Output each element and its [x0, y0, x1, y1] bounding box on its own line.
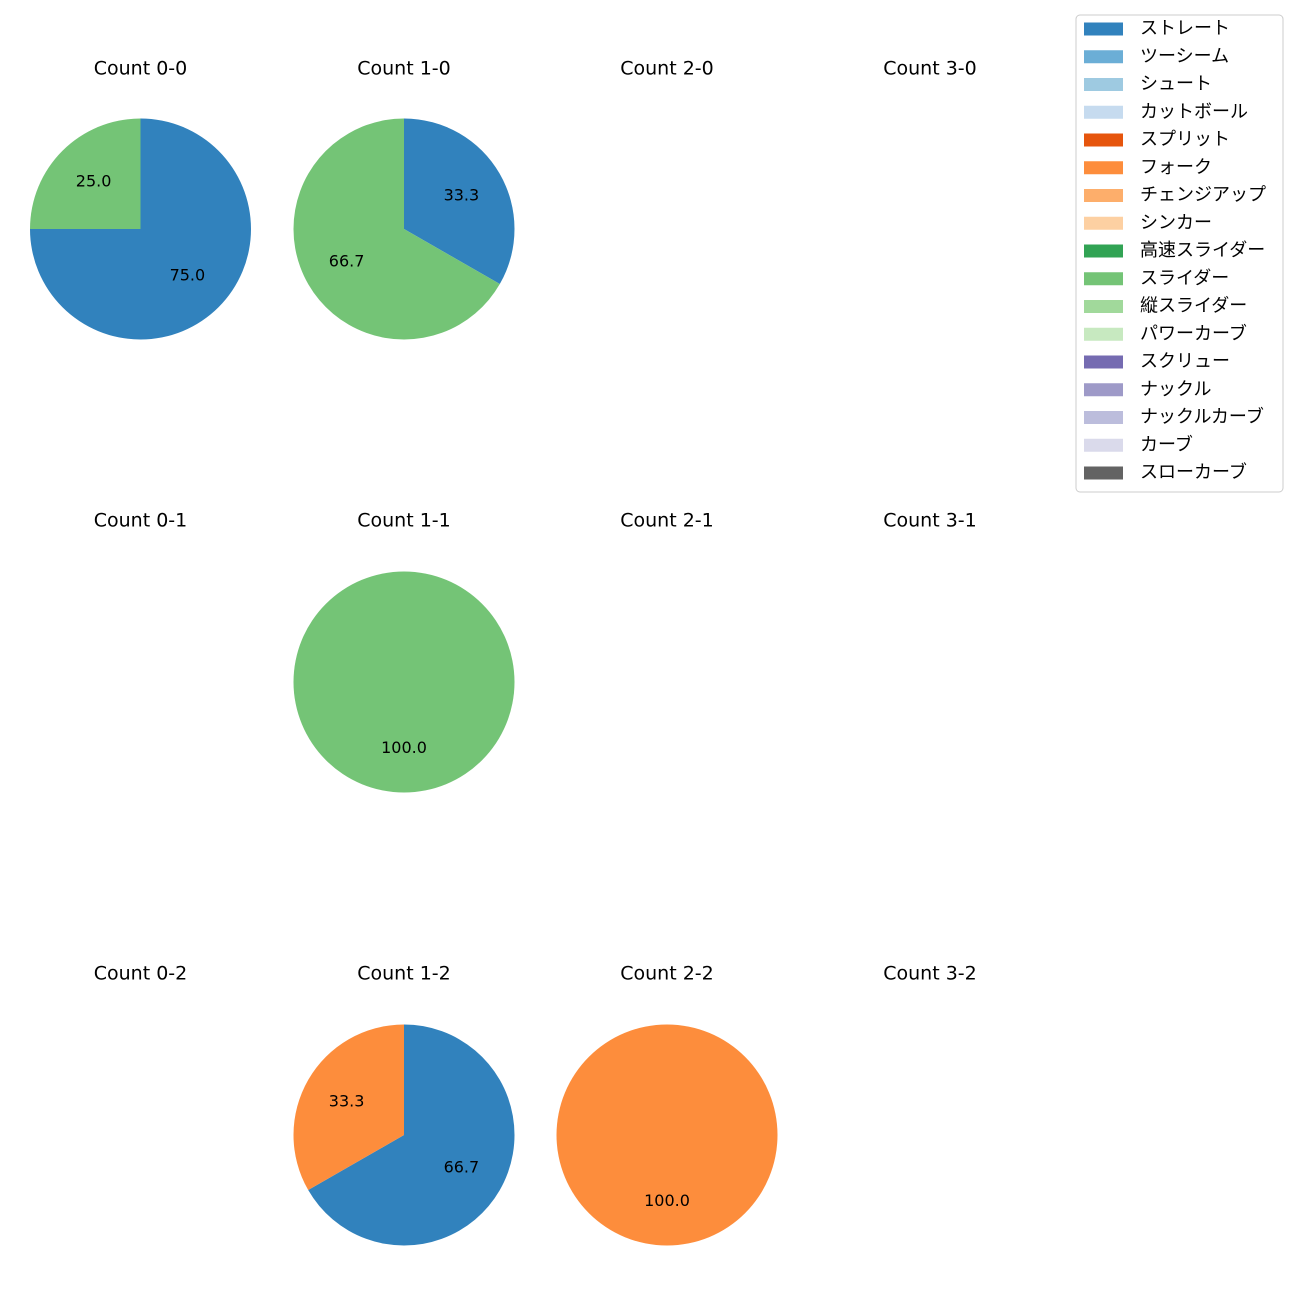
- pie-panel: Count 2-1: [620, 510, 714, 532]
- legend-swatch: [1084, 216, 1123, 230]
- panel-title: Count 0-1: [94, 510, 188, 532]
- legend-swatch: [1084, 272, 1123, 286]
- legend-label: ナックル: [1140, 379, 1211, 400]
- pie-slice: [404, 118, 515, 285]
- slice-label: 100.0: [644, 1191, 690, 1210]
- pie-panel: Count 0-0 75.0 25.0: [30, 58, 251, 340]
- pie-panel: Count 3-0: [883, 58, 977, 80]
- pie-panel: Count 1-2 66.7 33.3: [293, 963, 515, 1246]
- legend-swatch: [1084, 355, 1123, 369]
- pie-panel: Count 1-1 100.0: [293, 510, 515, 793]
- legend-item: スクリュー: [1084, 351, 1230, 372]
- legend-swatch: [1084, 189, 1123, 202]
- pie-panel: Count 3-1: [883, 510, 977, 532]
- legend-label: シンカー: [1140, 212, 1212, 233]
- legend-label: スプリット: [1140, 129, 1230, 150]
- legend-item: スライダー: [1084, 268, 1229, 289]
- panel-title: Count 1-0: [357, 58, 451, 80]
- legend-item: フォーク: [1084, 157, 1212, 178]
- legend-item: カーブ: [1084, 433, 1193, 455]
- legend-label: スクリュー: [1140, 351, 1230, 372]
- slice-label: 75.0: [170, 265, 206, 284]
- panel-title: Count 2-2: [620, 963, 714, 985]
- slice-label: 25.0: [76, 172, 112, 191]
- legend-item: チェンジアップ: [1084, 185, 1266, 206]
- slice-label: 100.0: [381, 738, 427, 757]
- legend-item: スローカーブ: [1084, 461, 1247, 483]
- legend-swatch: [1084, 161, 1123, 175]
- slice-label: 66.7: [444, 1158, 480, 1177]
- legend-label: シュート: [1140, 74, 1212, 95]
- legend-label: 縦スライダー: [1140, 296, 1247, 317]
- legend-item: スプリット: [1084, 129, 1230, 150]
- legend-label: カーブ: [1140, 433, 1193, 455]
- legend-item: ツーシーム: [1084, 46, 1229, 67]
- panel-title: Count 2-0: [620, 58, 714, 80]
- legend-item: ナックルカーブ: [1084, 406, 1264, 428]
- panel-title: Count 3-1: [883, 510, 977, 532]
- panel-title: Count 3-0: [883, 58, 977, 80]
- legend-item: ナックル: [1084, 379, 1211, 400]
- pie-panel: Count 0-1: [94, 510, 188, 532]
- legend-swatch: [1084, 411, 1123, 424]
- legend-swatch: [1084, 327, 1123, 341]
- pie-panel: Count 2-0: [620, 58, 714, 80]
- legend-item: シュート: [1084, 74, 1212, 95]
- legend-label: パワーカーブ: [1140, 322, 1247, 344]
- pie-slice: [30, 118, 141, 229]
- legend-label: スローカーブ: [1140, 461, 1247, 483]
- legend-label: ストレート: [1140, 18, 1230, 39]
- legend-label: ナックルカーブ: [1140, 406, 1264, 428]
- legend-label: 高速スライダー: [1140, 240, 1265, 261]
- legend-item: シンカー: [1084, 212, 1212, 233]
- legend-label: ツーシーム: [1140, 46, 1229, 67]
- pie-panel: Count 0-2: [94, 963, 188, 985]
- slice-label: 66.7: [329, 252, 365, 271]
- legend-item: 縦スライダー: [1084, 296, 1247, 317]
- pie-panel: Count 1-0 33.3 66.7: [293, 58, 515, 340]
- panel-title: Count 0-0: [94, 58, 188, 80]
- legend-swatch: [1084, 50, 1123, 64]
- panel-title: Count 3-2: [883, 963, 977, 985]
- legend-item: パワーカーブ: [1084, 322, 1247, 344]
- legend-label: カットボール: [1140, 101, 1248, 122]
- legend-swatch: [1084, 438, 1123, 452]
- legend: ストレートツーシームシュートカットボールスプリットフォークチェンジアップシンカー…: [1075, 14, 1284, 493]
- legend-swatch: [1084, 383, 1123, 397]
- pie-slice: [293, 1024, 404, 1191]
- legend-item: 高速スライダー: [1084, 240, 1265, 261]
- panel-title: Count 1-2: [357, 963, 451, 985]
- pie-slice: [293, 571, 515, 793]
- panel-title: Count 0-2: [94, 963, 188, 985]
- pie-panel: Count 3-2: [883, 963, 977, 985]
- legend-label: スライダー: [1140, 268, 1229, 289]
- legend-swatch: [1084, 466, 1123, 480]
- legend-swatch: [1084, 78, 1123, 91]
- legend-item: カットボール: [1084, 101, 1248, 122]
- pie-slice: [556, 1024, 778, 1246]
- panel-title: Count 2-1: [620, 510, 714, 532]
- legend-frame: [1075, 14, 1284, 493]
- legend-swatch: [1084, 244, 1123, 258]
- pie-slice: [293, 118, 500, 340]
- legend-label: フォーク: [1140, 157, 1212, 178]
- slice-label: 33.3: [329, 1091, 365, 1110]
- slice-label: 33.3: [444, 185, 480, 204]
- legend-swatch: [1084, 22, 1123, 36]
- panel-title: Count 1-1: [357, 510, 451, 532]
- legend-label: チェンジアップ: [1140, 185, 1266, 206]
- legend-swatch: [1084, 133, 1123, 147]
- pie-panel: Count 2-2 100.0: [556, 963, 778, 1246]
- legend-swatch: [1084, 105, 1123, 119]
- legend-item: ストレート: [1084, 18, 1230, 39]
- pie-slice: [308, 1024, 515, 1246]
- legend-swatch: [1084, 300, 1123, 313]
